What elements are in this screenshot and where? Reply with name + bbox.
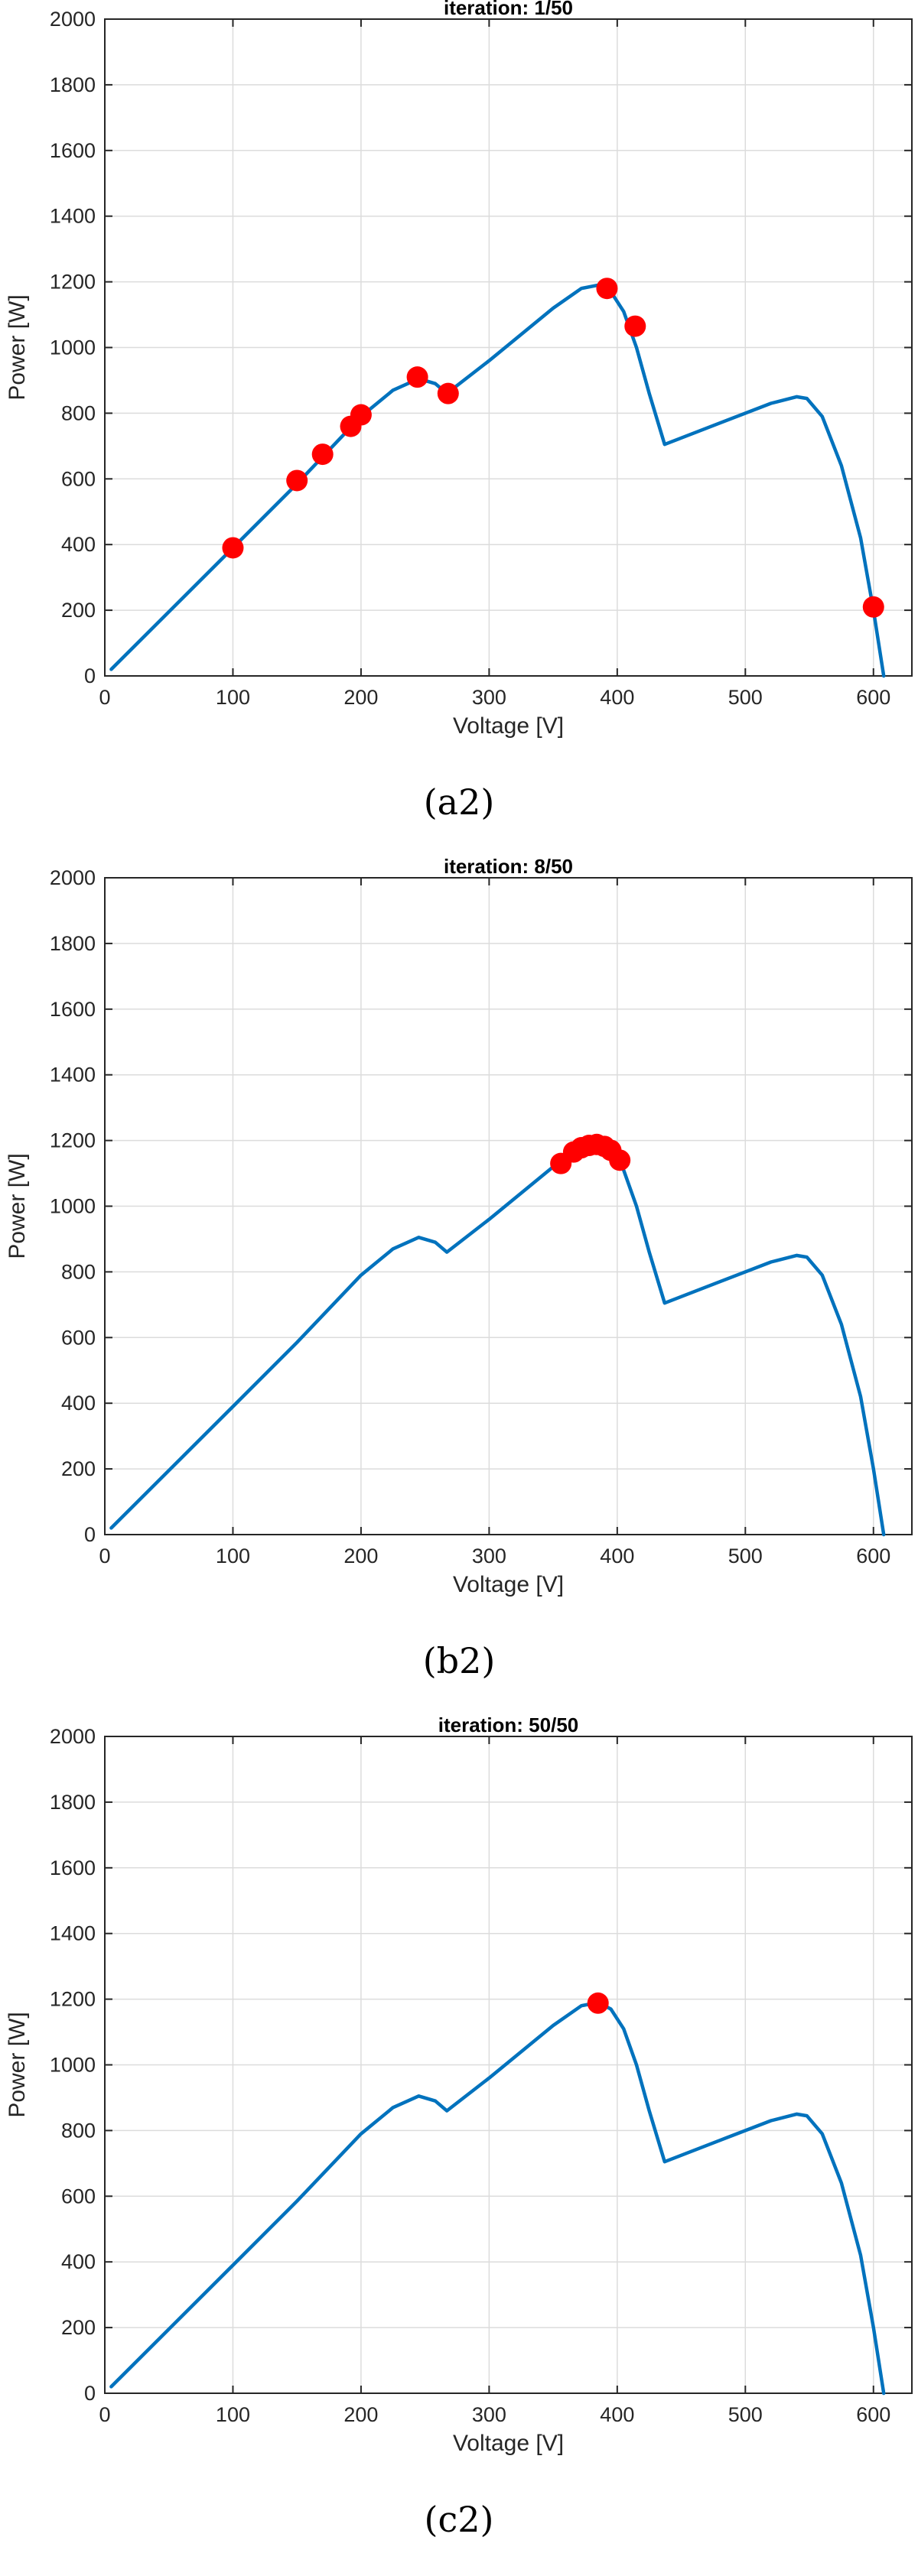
- x-tick-label: 200: [343, 2403, 378, 2426]
- y-tick-label: 1000: [50, 1195, 96, 1218]
- x-tick-label: 600: [856, 686, 890, 709]
- y-tick-label: 800: [61, 2119, 96, 2142]
- x-tick-label: 300: [472, 1545, 506, 1567]
- x-tick-label: 500: [728, 686, 763, 709]
- y-tick-label: 800: [61, 401, 96, 424]
- x-tick-label: 400: [600, 2403, 634, 2426]
- figure-caption: (b2): [423, 1640, 496, 1681]
- figure-caption: (c2): [425, 2499, 494, 2540]
- figure-caption: (a2): [424, 781, 495, 823]
- x-tick-label: 100: [216, 2403, 250, 2426]
- x-tick-label: 600: [856, 2403, 890, 2426]
- x-tick-label: 300: [472, 686, 506, 709]
- y-tick-label: 1400: [50, 205, 96, 228]
- y-tick-label: 2000: [50, 866, 96, 889]
- y-tick-label: 1600: [50, 998, 96, 1021]
- y-tick-label: 1800: [50, 73, 96, 96]
- chart-svg-b2: 0 100 200 300 400 500 600 0 200 400 600 800 1000 1200…: [5, 859, 913, 1681]
- particle-point: [311, 443, 334, 466]
- y-axis-label: Power [W]: [5, 1153, 30, 1259]
- particle-point: [222, 537, 244, 559]
- particle-point: [596, 278, 618, 300]
- y-tick-label: 400: [61, 533, 96, 556]
- chart-title: iteration: 8/50: [444, 859, 573, 878]
- x-tick-label: 0: [99, 686, 110, 709]
- chart-panel-c2: 0 100 200 300 400 500 600 0 200 400 600 800 1000 1200…: [0, 1717, 918, 2576]
- y-tick-label: 400: [61, 1392, 96, 1415]
- y-tick-label: 1800: [50, 1791, 96, 1814]
- y-tick-label: 0: [84, 1523, 96, 1546]
- x-tick-label: 100: [216, 1545, 250, 1567]
- x-axis-label: Voltage [V]: [453, 2431, 564, 2456]
- x-tick-label: 200: [343, 1545, 378, 1567]
- x-axis-label: Voltage [V]: [453, 1572, 564, 1597]
- y-tick-label: 1400: [50, 1922, 96, 1945]
- y-tick-label: 1400: [50, 1064, 96, 1087]
- y-tick-label: 2000: [50, 1725, 96, 1748]
- particle-point: [624, 315, 646, 337]
- chart-title: iteration: 50/50: [438, 1717, 579, 1736]
- chart-svg-c2: 0 100 200 300 400 500 600 0 200 400 600 800 1000 1200…: [5, 1717, 913, 2540]
- x-axis-label: Voltage [V]: [453, 713, 564, 739]
- y-tick-label: 600: [61, 1326, 96, 1349]
- y-axis-label: Power [W]: [5, 2012, 30, 2117]
- y-tick-label: 800: [61, 1260, 96, 1283]
- y-tick-label: 1200: [50, 1129, 96, 1152]
- pv-curve-line: [109, 2000, 886, 2396]
- y-tick-label: 2000: [50, 8, 96, 31]
- y-tick-label: 1200: [50, 271, 96, 294]
- y-tick-label: 1800: [50, 932, 96, 955]
- particle-point: [609, 1149, 631, 1171]
- y-tick-label: 400: [61, 2250, 96, 2273]
- x-tick-label: 300: [472, 2403, 506, 2426]
- x-tick-label: 500: [728, 2403, 763, 2426]
- y-tick-label: 200: [61, 599, 96, 622]
- chart-svg-a2: 0 100 200 300 400 500 600 0 200 400 600 800 1000 1200…: [5, 0, 913, 823]
- particle-point: [862, 596, 884, 618]
- particle-point: [406, 366, 428, 388]
- x-tick-label: 0: [99, 1545, 110, 1567]
- x-tick-label: 0: [99, 2403, 110, 2426]
- y-axis-label: Power [W]: [5, 294, 30, 400]
- y-tick-label: 0: [84, 2382, 96, 2405]
- x-tick-label: 100: [216, 686, 250, 709]
- y-tick-label: 200: [61, 1457, 96, 1480]
- y-tick-label: 1000: [50, 336, 96, 359]
- particle-point: [350, 404, 372, 426]
- x-tick-label: 400: [600, 686, 634, 709]
- particle-point: [587, 1992, 609, 2014]
- chart-panel-a2: 0 100 200 300 400 500 600 0 200 400 600 800 1000 1200…: [0, 0, 918, 859]
- x-tick-label: 200: [343, 686, 378, 709]
- y-tick-label: 1600: [50, 139, 96, 162]
- chart-panel-b2: 0 100 200 300 400 500 600 0 200 400 600 800 1000 1200…: [0, 859, 918, 1717]
- y-tick-label: 600: [61, 467, 96, 490]
- y-tick-label: 1000: [50, 2054, 96, 2077]
- particle-point: [286, 469, 308, 492]
- y-tick-label: 200: [61, 2316, 96, 2339]
- y-tick-label: 0: [84, 664, 96, 687]
- particle-point: [437, 382, 459, 404]
- y-tick-label: 600: [61, 2185, 96, 2207]
- y-tick-label: 1200: [50, 1988, 96, 2011]
- y-tick-label: 1600: [50, 1856, 96, 1879]
- x-tick-label: 500: [728, 1545, 763, 1567]
- x-tick-label: 400: [600, 1545, 634, 1567]
- x-tick-label: 600: [856, 1545, 890, 1567]
- chart-title: iteration: 1/50: [444, 0, 573, 19]
